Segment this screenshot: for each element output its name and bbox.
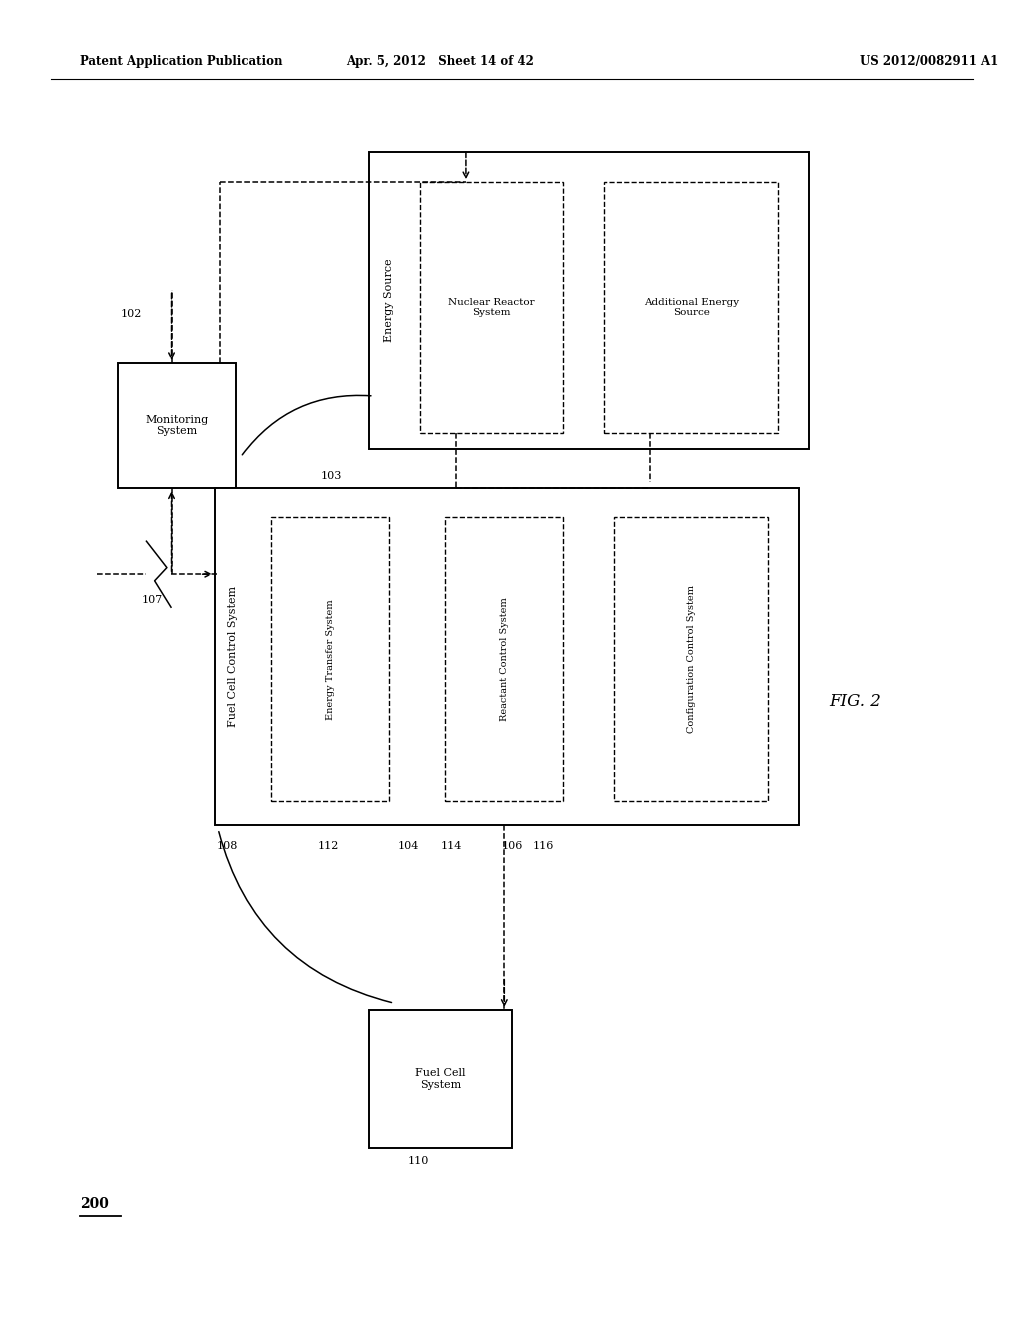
Text: 114: 114 bbox=[440, 841, 462, 851]
Text: Patent Application Publication: Patent Application Publication bbox=[80, 55, 283, 69]
Bar bbox=[445, 517, 563, 801]
Text: Fuel Cell Control System: Fuel Cell Control System bbox=[228, 586, 239, 727]
Text: FIG. 2: FIG. 2 bbox=[829, 693, 882, 710]
Text: Additional Energy
Source: Additional Energy Source bbox=[644, 298, 738, 317]
Bar bbox=[215, 488, 799, 825]
Text: 112: 112 bbox=[317, 841, 339, 851]
Text: 110: 110 bbox=[408, 1156, 429, 1167]
Text: Monitoring
System: Monitoring System bbox=[145, 414, 208, 437]
Text: Energy Transfer System: Energy Transfer System bbox=[326, 599, 335, 719]
Text: Configuration Control System: Configuration Control System bbox=[687, 585, 695, 734]
Bar bbox=[420, 182, 563, 433]
Text: 107: 107 bbox=[141, 595, 163, 606]
Text: 103: 103 bbox=[321, 471, 342, 482]
Text: 200: 200 bbox=[80, 1197, 109, 1210]
Text: Apr. 5, 2012   Sheet 14 of 42: Apr. 5, 2012 Sheet 14 of 42 bbox=[346, 55, 535, 69]
Text: 108: 108 bbox=[217, 841, 239, 851]
Text: Energy Source: Energy Source bbox=[384, 259, 394, 342]
Text: US 2012/0082911 A1: US 2012/0082911 A1 bbox=[860, 55, 998, 69]
Text: 106: 106 bbox=[502, 841, 523, 851]
Bar bbox=[369, 1010, 512, 1148]
Text: 116: 116 bbox=[532, 841, 554, 851]
Text: Reactant Control System: Reactant Control System bbox=[500, 598, 509, 721]
Bar bbox=[369, 152, 809, 449]
Text: 102: 102 bbox=[121, 309, 142, 319]
Bar bbox=[118, 363, 236, 488]
Text: 104: 104 bbox=[397, 841, 419, 851]
Bar bbox=[271, 517, 389, 801]
Bar bbox=[604, 182, 778, 433]
Text: Fuel Cell
System: Fuel Cell System bbox=[415, 1068, 466, 1090]
Text: Nuclear Reactor
System: Nuclear Reactor System bbox=[449, 298, 535, 317]
Bar bbox=[614, 517, 768, 801]
